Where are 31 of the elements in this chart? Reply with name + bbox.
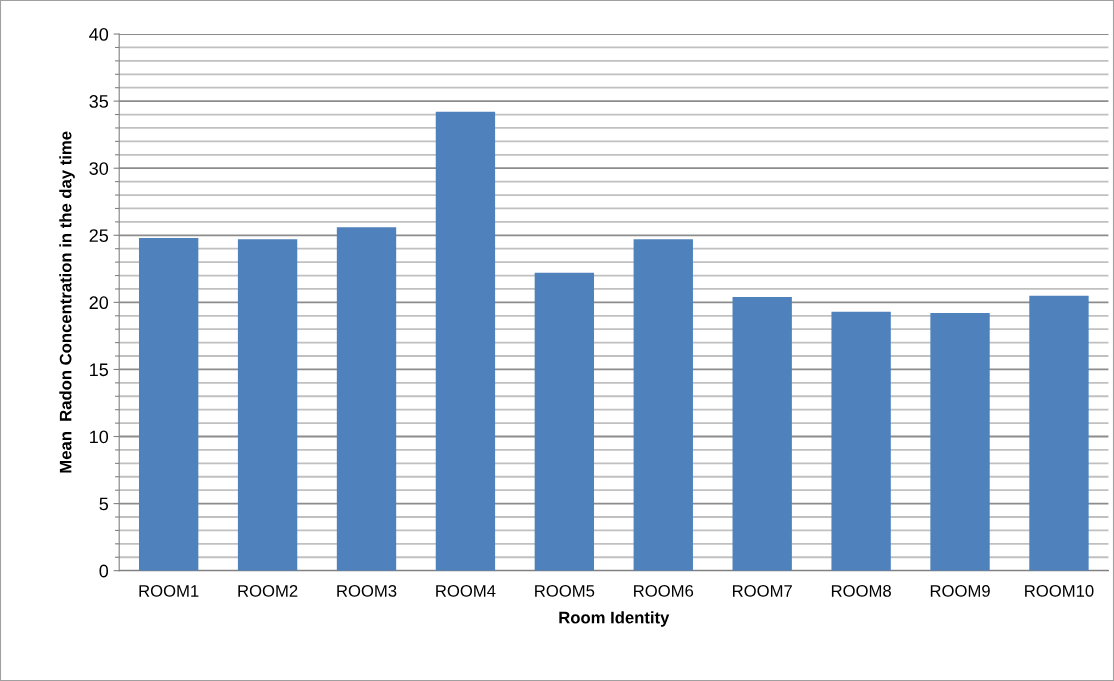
bar <box>534 272 595 571</box>
bar <box>633 239 693 571</box>
x-tick-label: ROOM5 <box>535 585 595 597</box>
y-tick-label: 35 <box>89 95 109 108</box>
bar <box>435 111 496 571</box>
x-axis-title: Room Identity <box>559 611 670 627</box>
x-tick-label: ROOM1 <box>139 585 199 597</box>
bar <box>732 297 792 571</box>
bar <box>237 239 298 571</box>
y-tick-label: 20 <box>89 296 109 310</box>
x-tick-label: ROOM3 <box>337 585 397 597</box>
x-tick-label: ROOM7 <box>733 585 792 597</box>
bar <box>336 227 397 571</box>
x-tick-label: ROOM10 <box>1025 585 1094 597</box>
y-tick-label: 15 <box>90 363 109 377</box>
y-tick-label: 30 <box>89 162 109 175</box>
y-tick-label: 25 <box>89 229 109 243</box>
y-axis-title: Mean Radon Concentration in the day time <box>59 131 75 473</box>
y-tick-label: 10 <box>90 430 109 444</box>
x-tick-label: ROOM4 <box>436 585 496 597</box>
x-tick-label: ROOM8 <box>831 585 891 597</box>
bar <box>1029 295 1089 571</box>
x-tick-label: ROOM2 <box>238 585 298 597</box>
y-tick-label: 5 <box>99 497 109 511</box>
x-tick-label: ROOM9 <box>930 585 990 597</box>
y-tick-label: 0 <box>99 564 109 578</box>
bar <box>930 313 990 571</box>
x-tick-label: ROOM6 <box>634 585 694 597</box>
bar <box>831 311 891 571</box>
bar <box>138 237 199 571</box>
y-tick-label: 40 <box>89 27 109 41</box>
